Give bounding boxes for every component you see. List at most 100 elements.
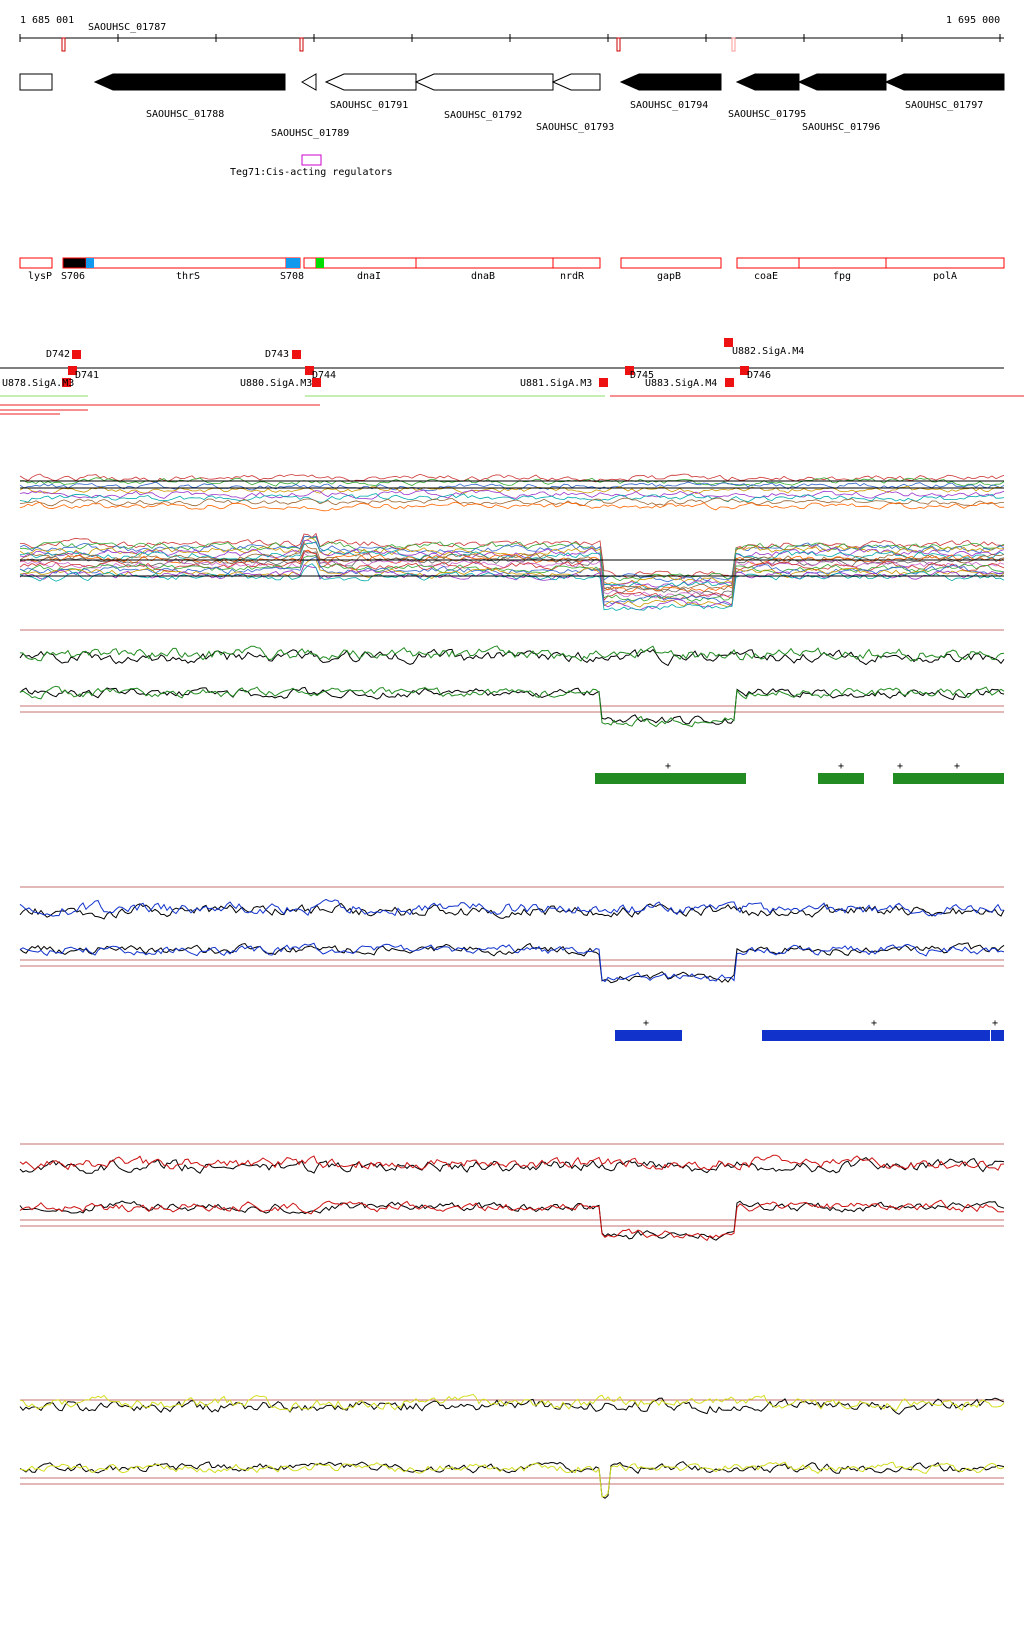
track-blue-lower-color	[19, 942, 1005, 983]
gene-g1794	[619, 73, 722, 91]
annotation-fpg	[798, 257, 887, 269]
track-green-plus-2: +	[897, 761, 903, 772]
scale-marker-3	[731, 37, 736, 52]
gene-g1788	[93, 73, 286, 91]
annotation-coaE	[736, 257, 800, 269]
expression-upper-line-7	[19, 501, 1005, 512]
expression-lower-line-7	[19, 549, 1005, 593]
gene-g1789	[300, 73, 317, 91]
gene-label-g1788: SAOUHSC_01788	[146, 109, 224, 120]
expression-upper-line-1	[19, 477, 1005, 487]
track-red-upper-black	[19, 1156, 1005, 1174]
expression-lower-line-13	[19, 559, 1005, 608]
annotation-thrS	[85, 257, 301, 269]
track-green-segment-1	[818, 773, 864, 784]
annotation-nrdR	[552, 257, 601, 269]
annotation-label-nrdR: nrdR	[560, 271, 585, 282]
annotation-label-fpg: fpg	[833, 271, 851, 282]
annotation-label-dnaB: dnaB	[471, 271, 495, 282]
track-red-upper-color	[19, 1154, 1005, 1171]
scale-start-label: 1 685 001	[20, 15, 74, 26]
annotation-gap-box	[303, 257, 317, 269]
track-yellow-upper-color	[19, 1393, 1005, 1412]
track-blue-plus-1: +	[871, 1018, 877, 1029]
feature-mark-3	[305, 366, 314, 375]
feature-mark-5	[312, 378, 321, 387]
gene-g1796	[797, 73, 887, 91]
expression-lower-line-10	[19, 550, 1005, 601]
feature-mark-1	[68, 366, 77, 375]
annotation-label-coaE: coaE	[754, 271, 778, 282]
feature-label-6: U881.SigA.M3	[520, 378, 592, 389]
feature-mark-8	[725, 378, 734, 387]
feature-mark-4	[62, 378, 71, 387]
annotation-label-dnaI: dnaI	[357, 271, 381, 282]
gene-label-g1787: SAOUHSC_01787	[88, 22, 166, 33]
annotation-green-segment	[316, 258, 324, 268]
scale-end-label: 1 695 000	[946, 15, 1000, 26]
annotation-gapB	[620, 257, 722, 269]
annotation-S706	[62, 257, 87, 269]
gene-label-g1792: SAOUHSC_01792	[444, 110, 522, 121]
expression-upper-line-2	[19, 481, 1005, 492]
expression-lower-line-12	[19, 556, 1005, 607]
annotation-label-polA: polA	[933, 271, 957, 282]
gene-label-g1795: SAOUHSC_01795	[728, 109, 806, 120]
gene-label-g1791: SAOUHSC_01791	[330, 100, 408, 111]
gene-g1792	[414, 73, 554, 91]
annotation-dnaI	[315, 257, 417, 269]
expression-lower-line-9	[19, 552, 1005, 599]
track-yellow-lower-color	[19, 1461, 1005, 1498]
track-blue-upper-black	[19, 902, 1005, 920]
track-green-plus-3: +	[954, 761, 960, 772]
track-green-upper-black	[19, 648, 1005, 667]
feature-label-2: D743	[265, 349, 289, 360]
track-blue-segment-2	[991, 1030, 1004, 1041]
expression-upper-line-6	[19, 497, 1004, 507]
track-blue-plus-0: +	[643, 1018, 649, 1029]
annotation-blue-segment-2	[286, 258, 300, 268]
annotation-label-gapB: gapB	[657, 271, 681, 282]
gene-g1793	[551, 73, 601, 91]
gene-g1791	[324, 73, 417, 91]
expression-lower-line-14	[19, 564, 1005, 611]
annotation-label-thrS: thrS	[176, 271, 200, 282]
feature-mark-7	[625, 366, 634, 375]
track-blue-segment-0	[615, 1030, 682, 1041]
expression-lower-line-0	[20, 532, 1005, 579]
feature-mark-6	[599, 378, 608, 387]
track-green-plus-1: +	[838, 761, 844, 772]
feature-label-3: D744	[312, 370, 336, 381]
scale-marker-2	[616, 37, 621, 52]
track-green-segment-0	[595, 773, 746, 784]
feature-label-7: D745	[630, 370, 654, 381]
feature-mark-0	[72, 350, 81, 359]
feature-label-8: U883.SigA.M4	[645, 378, 717, 389]
annotation-lysP	[19, 257, 53, 269]
regulator-label: Teg71:Cis-acting regulators	[230, 167, 393, 178]
gene-label-g1794: SAOUHSC_01794	[630, 100, 708, 111]
feature-label-0: D742	[46, 349, 70, 360]
regulator-box	[301, 154, 322, 166]
gene-label-g1796: SAOUHSC_01796	[802, 122, 880, 133]
track-red-lower-black	[19, 1200, 1005, 1241]
expression-upper-line-3	[19, 485, 1005, 495]
gene-label-g1793: SAOUHSC_01793	[536, 122, 614, 133]
expression-lower-line-1	[19, 535, 1005, 582]
feature-label-1: D741	[75, 370, 99, 381]
track-green-segment-2	[893, 773, 1004, 784]
expression-lower-line-6	[19, 541, 1005, 592]
feature-label-4: U878.SigA.M3	[2, 378, 74, 389]
expression-upper-line-5	[19, 493, 1005, 503]
track-blue-plus-2: +	[992, 1018, 998, 1029]
track-blue-upper-color	[19, 898, 1005, 917]
track-green-lower-color	[19, 685, 1005, 728]
annotation-dnaB	[415, 257, 554, 269]
annotation-blue-segment-1	[86, 258, 94, 268]
expression-lower-line-5	[19, 541, 1005, 591]
scale-marker-1	[299, 37, 304, 52]
feature-mark-9	[724, 338, 733, 347]
track-red-lower-color	[19, 1199, 1005, 1242]
expression-upper-line-0	[19, 473, 1005, 483]
